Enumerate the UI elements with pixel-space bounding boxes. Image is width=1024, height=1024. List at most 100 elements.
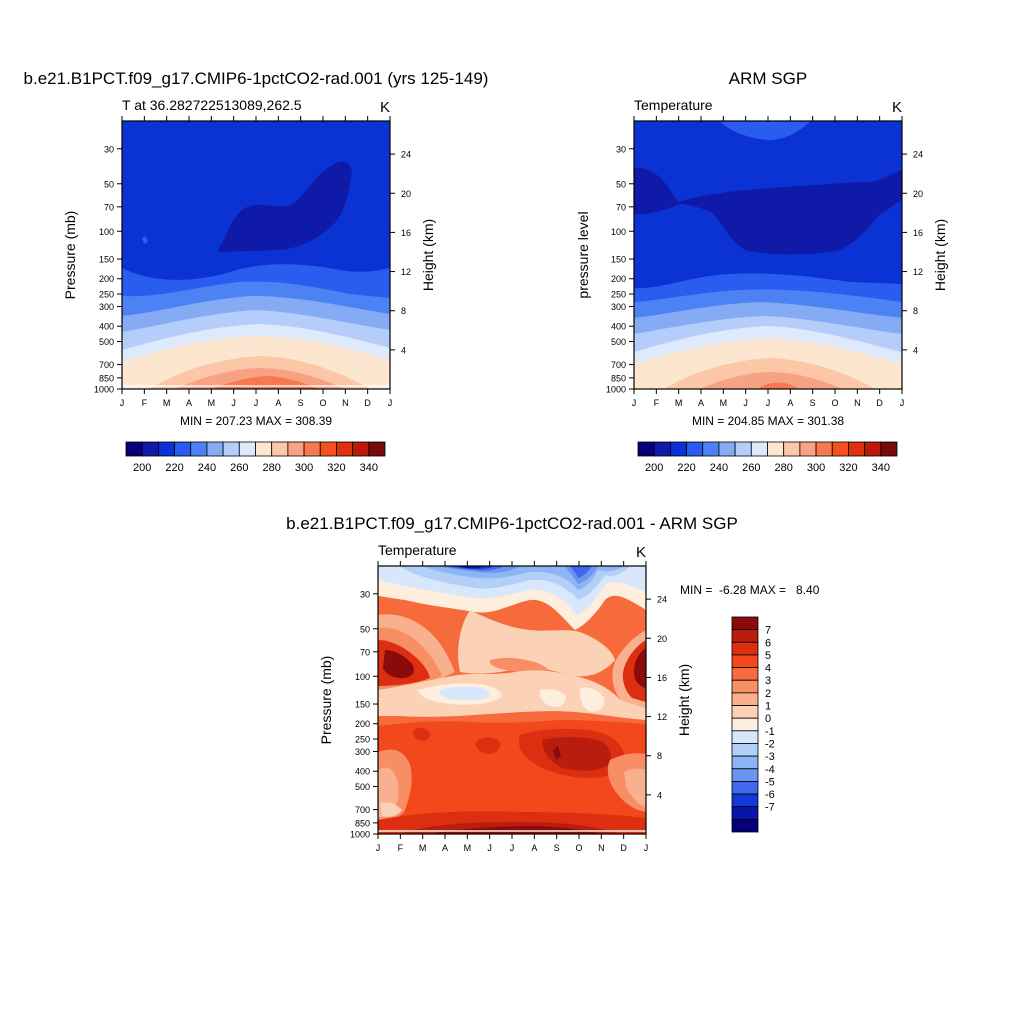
month-tick-label: J xyxy=(644,843,649,853)
height-tick-label: 8 xyxy=(657,751,662,761)
month-tick-label: J xyxy=(231,398,236,408)
pressure-tick-label: 100 xyxy=(355,672,370,682)
month-tick-label: J xyxy=(743,398,748,408)
month-tick-label: J xyxy=(632,398,637,408)
pressure-tick-label: 1000 xyxy=(350,830,370,840)
month-tick-label: J xyxy=(766,398,771,408)
colorbar-box xyxy=(141,441,159,457)
month-tick-label: D xyxy=(620,843,627,853)
panel-2-title: ARM SGP xyxy=(729,69,807,88)
pressure-tick-label: 500 xyxy=(611,337,626,347)
panel-1-colorbar: 200 220 240 260 280 300 320 340 xyxy=(125,441,386,474)
colorbar-box xyxy=(731,781,759,795)
colorbar-tick-label: 220 xyxy=(165,462,183,474)
tropopause-cold-core xyxy=(218,161,352,252)
tropopause-cold-band xyxy=(634,167,902,255)
panel-1-axes: 30 50 70 100 150 200 250 300 400 500 700 850 1000 24 2… xyxy=(94,116,411,408)
pressure-tick-label: 150 xyxy=(99,255,114,265)
month-tick-label: F xyxy=(398,843,404,853)
height-tick-label: 20 xyxy=(401,189,411,199)
month-tick-label: D xyxy=(876,398,883,408)
colorbar-box xyxy=(222,441,240,457)
height-tick-label: 16 xyxy=(657,673,667,683)
colorbar-box xyxy=(731,705,759,719)
month-tick-label: N xyxy=(854,398,861,408)
pressure-tick-label: 200 xyxy=(99,274,114,284)
colorbar-box xyxy=(731,667,759,681)
pressure-tick-label: 700 xyxy=(355,805,370,815)
pressure-tick-label: 250 xyxy=(355,735,370,745)
height-tick-label: 12 xyxy=(401,267,411,277)
month-tick-label: M xyxy=(675,398,683,408)
panel-1-units: K xyxy=(380,99,390,116)
colorbar-tick-label: 260 xyxy=(742,462,760,474)
pressure-tick-label: 850 xyxy=(99,373,114,383)
panel-2-units: K xyxy=(892,99,902,116)
pressure-tick-label: 1000 xyxy=(606,385,626,395)
colorbar-tick-label: 300 xyxy=(295,462,313,474)
colorbar-box xyxy=(767,441,785,457)
height-tick-label: 8 xyxy=(401,306,406,316)
colorbar-tick-label: 320 xyxy=(327,462,345,474)
pressure-tick-label: 50 xyxy=(104,179,114,189)
pressure-tick-label: 700 xyxy=(611,360,626,370)
panel-3-axes: 30 50 70 100 150 200 250 300 400 500 700 850 1000 24 2… xyxy=(350,561,667,853)
panel-model: b.e21.B1PCT.f09_g17.CMIP6-1pctCO2-rad.00… xyxy=(24,69,489,474)
pressure-tick-label: 100 xyxy=(99,227,114,237)
panel-3-right-axis-label: Height (km) xyxy=(676,664,692,736)
height-tick-label: 12 xyxy=(913,267,923,277)
height-tick-label: 16 xyxy=(913,228,923,238)
panel-3-left-label: Temperature xyxy=(378,542,457,558)
month-tick-label: J xyxy=(388,398,393,408)
panel-3-stats: MIN = -6.28 MAX = 8.40 xyxy=(680,583,820,597)
colorbar-tick-label: 300 xyxy=(807,462,825,474)
colorbar-tick-label: 3 xyxy=(765,675,771,687)
month-tick-label: F xyxy=(654,398,660,408)
panel-1-y-axis-label: Pressure (mb) xyxy=(62,211,78,300)
month-tick-label: F xyxy=(142,398,148,408)
pressure-tick-label: 150 xyxy=(611,255,626,265)
height-tick-label: 4 xyxy=(401,345,406,355)
pressure-tick-label: 250 xyxy=(611,290,626,300)
panel-2-right-axis-label: Height (km) xyxy=(932,219,948,291)
colorbar-tick-label: 1 xyxy=(765,701,771,713)
colorbar-box xyxy=(731,818,759,833)
month-tick-label: M xyxy=(208,398,216,408)
month-tick-label: A xyxy=(442,843,448,853)
colorbar-box xyxy=(238,441,256,457)
colorbar-box xyxy=(125,441,143,457)
pressure-tick-label: 500 xyxy=(355,782,370,792)
month-tick-label: M xyxy=(419,843,427,853)
panel-obs: ARM SGP Temperature K 30 50 70 100 150 200 250… xyxy=(575,69,948,474)
height-tick-label: 24 xyxy=(913,150,923,160)
height-tick-label: 4 xyxy=(657,790,662,800)
colorbar-tick-label: 0 xyxy=(765,713,771,725)
panel-1-contour-fill xyxy=(122,121,390,389)
colorbar-tick-label: 280 xyxy=(775,462,793,474)
month-tick-label: O xyxy=(575,843,582,853)
colorbar-box xyxy=(731,768,759,782)
colorbar-box xyxy=(174,441,192,457)
colorbar-box xyxy=(255,441,273,457)
colorbar-box xyxy=(718,441,736,457)
colorbar-box xyxy=(731,755,759,770)
colorbar-tick-label: 240 xyxy=(710,462,728,474)
colorbar-box xyxy=(815,441,833,457)
colorbar-box xyxy=(287,441,305,457)
colorbar-box xyxy=(190,441,208,457)
colorbar-tick-label: 2 xyxy=(765,688,771,700)
pressure-tick-label: 850 xyxy=(355,818,370,828)
panel-2-colorbar: 200 220 240 260 280 300 320 340 xyxy=(637,441,898,474)
colorbar-box xyxy=(731,793,759,808)
month-tick-label: J xyxy=(900,398,905,408)
colorbar-tick-label: -1 xyxy=(765,726,775,738)
height-tick-label: 4 xyxy=(913,345,918,355)
panel-2-axes: 30 50 70 100 150 200 250 300 400 500 700 850 1000 24 2… xyxy=(606,116,923,408)
month-tick-label: A xyxy=(698,398,704,408)
colorbar-box xyxy=(783,441,801,457)
colorbar-box xyxy=(157,441,175,457)
colorbar-box xyxy=(831,441,849,457)
panel-1-right-axis-label: Height (km) xyxy=(420,219,436,291)
pressure-tick-label: 700 xyxy=(99,360,114,370)
